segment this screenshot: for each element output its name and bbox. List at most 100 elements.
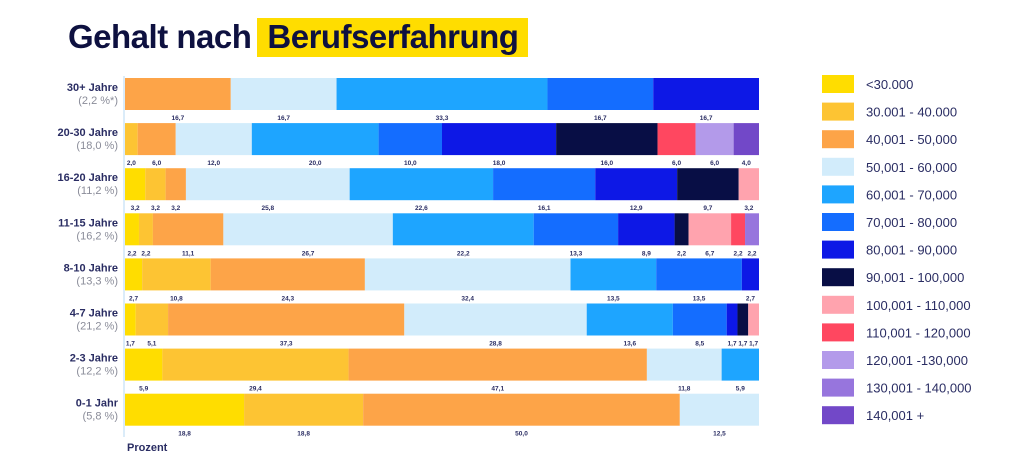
- segment-value-label: 20,0: [309, 160, 322, 167]
- segment-value-label: 12,0: [207, 160, 220, 167]
- legend-swatch: [822, 75, 854, 93]
- bar-segment: [125, 168, 146, 201]
- bar-segment: [138, 213, 153, 246]
- bar-segment: [688, 213, 732, 246]
- bar-segment: [586, 303, 673, 336]
- segment-value-label: 2,2: [734, 250, 743, 257]
- bar-segment: [745, 213, 759, 246]
- legend-swatch: [822, 185, 854, 204]
- segment-value-label: 32,4: [461, 295, 474, 302]
- bar-segment: [738, 168, 759, 201]
- legend-swatch: [822, 157, 854, 176]
- row-share: (5,8 %): [83, 411, 118, 423]
- segment-value-label: 12,9: [630, 205, 643, 212]
- segment-value-label: 1,7: [126, 341, 135, 348]
- bar-segment: [348, 348, 647, 381]
- row-share: (16,2 %): [76, 230, 118, 242]
- segment-value-label: 2,2: [747, 250, 756, 257]
- segment-value-label: 1,7: [728, 341, 737, 348]
- segment-value-label: 6,0: [710, 160, 719, 167]
- segment-value-label: 5,9: [736, 386, 745, 393]
- segment-value-label: 1,7: [749, 341, 758, 348]
- segment-value-label: 8,5: [695, 341, 704, 348]
- segment-value-label: 25,8: [261, 205, 274, 212]
- segment-value-label: 33,3: [436, 115, 449, 122]
- bar-segment: [244, 393, 364, 426]
- segment-value-label: 13,5: [607, 295, 620, 302]
- bar-segment: [135, 303, 169, 336]
- legend-swatch: [822, 130, 854, 149]
- bar-segment: [677, 168, 739, 201]
- segment-value-label: 6,7: [705, 250, 714, 257]
- bar-segment: [653, 78, 759, 110]
- bar-segment: [378, 123, 442, 156]
- segment-value-label: 11,1: [182, 250, 195, 257]
- bar-segment: [392, 213, 534, 246]
- row-label: 16-20 Jahre: [57, 172, 118, 184]
- row-label: 30+ Jahre: [67, 82, 118, 94]
- bar-segment: [556, 123, 658, 156]
- bar-segment: [570, 258, 657, 291]
- bar-segment: [646, 348, 722, 381]
- legend-swatch: [822, 406, 854, 425]
- segment-value-label: 12,5: [713, 431, 726, 438]
- bar-segment: [185, 168, 350, 201]
- segment-value-label: 3,2: [744, 205, 753, 212]
- bar-segment: [674, 213, 689, 246]
- segment-value-label: 2,2: [141, 250, 150, 257]
- segment-value-label: 13,5: [693, 295, 706, 302]
- bar-segment: [721, 348, 759, 381]
- legend-label: 60,001 - 70,000: [866, 187, 957, 202]
- legend-swatch: [822, 323, 854, 342]
- row-share: (11,2 %): [77, 185, 118, 197]
- segment-value-label: 22,2: [457, 250, 470, 257]
- segment-value-label: 28,8: [489, 341, 502, 348]
- row-label: 11-15 Jahre: [58, 217, 118, 229]
- bar-segment: [142, 258, 211, 291]
- row-share: (18,0 %): [76, 140, 118, 152]
- bar-segment: [442, 123, 557, 156]
- segment-value-label: 16,7: [172, 115, 185, 122]
- legend-label: 130,001 - 140,000: [866, 381, 972, 396]
- segment-value-label: 6,0: [672, 160, 681, 167]
- legend-label: 30.001 - 40.000: [866, 105, 957, 120]
- bar-segment: [175, 123, 252, 156]
- segment-value-label: 3,2: [171, 205, 180, 212]
- segment-value-label: 2,7: [129, 295, 138, 302]
- bar-segment: [125, 393, 245, 426]
- row-label: 20-30 Jahre: [57, 127, 118, 139]
- segment-value-label: 9,7: [703, 205, 712, 212]
- legend-label: 40,001 - 50,000: [866, 132, 957, 147]
- bar-segment: [230, 78, 337, 110]
- bar-segment: [125, 258, 143, 291]
- segment-value-label: 3,2: [151, 205, 160, 212]
- segment-value-label: 3,2: [131, 205, 140, 212]
- bar-segment: [547, 78, 654, 110]
- bar-segment: [210, 258, 365, 291]
- segment-value-label: 16,7: [594, 115, 607, 122]
- bar-segment: [656, 258, 742, 291]
- row-label: 8-10 Jahre: [64, 262, 118, 274]
- segment-value-label: 4,0: [742, 160, 751, 167]
- segment-value-label: 26,7: [302, 250, 315, 257]
- legend-swatch: [822, 102, 854, 121]
- segment-value-label: 1,7: [738, 341, 747, 348]
- segment-value-label: 2,0: [127, 160, 136, 167]
- segment-value-label: 10,0: [404, 160, 417, 167]
- legend-swatch: [822, 378, 854, 397]
- row-label: 4-7 Jahre: [70, 308, 118, 320]
- title-highlight: Berufserfahrung: [257, 18, 529, 57]
- segment-value-label: 16,7: [277, 115, 290, 122]
- legend-label: <30.000: [866, 77, 913, 92]
- segment-value-label: 2,2: [127, 250, 136, 257]
- legend-swatch: [822, 268, 854, 287]
- legend-label: 120,001 -130,000: [866, 353, 968, 368]
- x-axis-label: Prozent: [127, 442, 168, 454]
- segment-value-label: 5,9: [139, 386, 148, 393]
- legend-label: 110,001 - 120,000: [866, 325, 971, 340]
- segment-value-label: 16,0: [601, 160, 614, 167]
- bar-segment: [741, 258, 759, 291]
- bar-segment: [137, 123, 176, 156]
- bar-segment: [125, 213, 139, 246]
- row-share: (13,3 %): [76, 275, 118, 287]
